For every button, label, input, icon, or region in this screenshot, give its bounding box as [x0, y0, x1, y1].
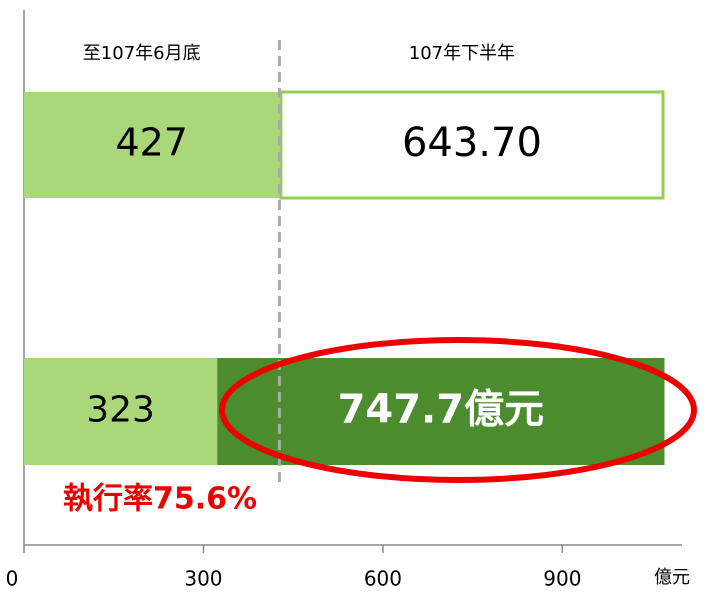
data-label: 747.7億元 — [338, 387, 545, 433]
x-tick-label: 300 — [184, 567, 222, 591]
x-axis-label: 億元 — [654, 567, 690, 588]
bar-segment — [217, 358, 665, 465]
x-tick-label: 900 — [543, 567, 581, 591]
data-label: 427 — [115, 121, 188, 165]
x-tick-label: 600 — [364, 567, 402, 591]
series-label: 至107年6月底 — [83, 43, 201, 64]
x-tick-label: 0 — [6, 567, 19, 591]
series-label: 107年下半年 — [409, 43, 515, 64]
bar-segment — [24, 358, 218, 465]
data-label: 323 — [86, 390, 155, 431]
highlight-ellipse — [219, 337, 697, 483]
data-label: 643.70 — [402, 120, 542, 166]
annotation: 執行率75.6% — [63, 482, 257, 517]
bar-segment — [24, 92, 280, 198]
bar-segment — [279, 90, 665, 200]
